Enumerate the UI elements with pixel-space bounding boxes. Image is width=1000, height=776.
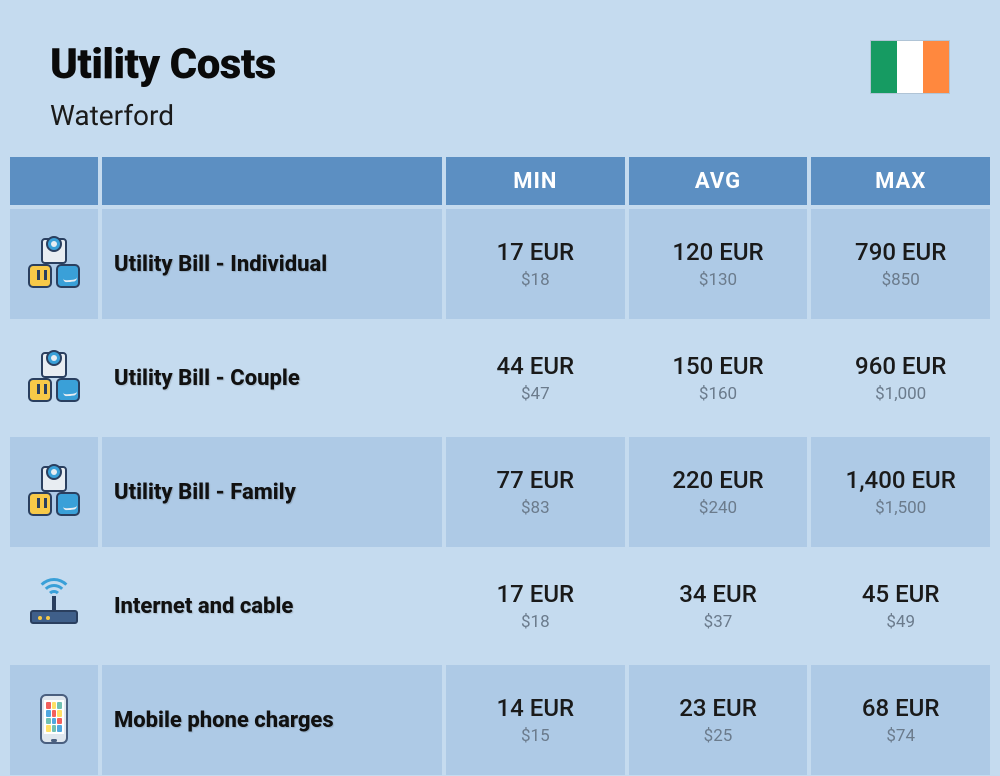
max-eur: 790 EUR (855, 238, 946, 266)
header-spacer-label (102, 157, 442, 205)
cell-min: 14 EUR $15 (446, 665, 625, 775)
ireland-flag-icon (870, 40, 950, 94)
avg-eur: 23 EUR (679, 694, 757, 722)
cell-avg: 220 EUR $240 (629, 437, 808, 547)
cell-avg: 150 EUR $160 (629, 323, 808, 433)
table-row: Mobile phone charges 14 EUR $15 23 EUR $… (10, 665, 990, 775)
row-label-cell: Utility Bill - Family (102, 437, 442, 547)
min-eur: 77 EUR (497, 466, 575, 494)
header-spacer-icon (10, 157, 98, 205)
min-eur: 14 EUR (497, 694, 575, 722)
utility-icon (26, 464, 82, 520)
row-label: Internet and cable (114, 594, 293, 619)
row-label-cell: Internet and cable (102, 551, 442, 661)
max-usd: $1,500 (875, 498, 926, 518)
row-icon-cell (10, 551, 98, 661)
min-usd: $47 (521, 384, 550, 404)
max-eur: 960 EUR (855, 352, 946, 380)
row-icon-cell (10, 665, 98, 775)
cell-min: 77 EUR $83 (446, 437, 625, 547)
col-header-max: MAX (811, 157, 990, 205)
phone-icon (26, 692, 82, 748)
cell-avg: 34 EUR $37 (629, 551, 808, 661)
avg-usd: $240 (699, 498, 737, 518)
avg-eur: 34 EUR (679, 580, 757, 608)
min-usd: $15 (521, 726, 550, 746)
row-label-cell: Utility Bill - Couple (102, 323, 442, 433)
cell-avg: 23 EUR $25 (629, 665, 808, 775)
row-label-cell: Utility Bill - Individual (102, 209, 442, 319)
cell-max: 960 EUR $1,000 (811, 323, 990, 433)
max-usd: $49 (886, 612, 915, 632)
router-icon (26, 578, 82, 634)
cell-max: 45 EUR $49 (811, 551, 990, 661)
table-row: Internet and cable 17 EUR $18 34 EUR $37… (10, 551, 990, 661)
max-eur: 1,400 EUR (846, 466, 956, 494)
cost-table: MIN AVG MAX Utility Bill - Individual 17… (0, 157, 1000, 775)
avg-usd: $25 (704, 726, 733, 746)
min-usd: $83 (521, 498, 550, 518)
row-icon-cell (10, 437, 98, 547)
min-eur: 17 EUR (497, 238, 575, 266)
max-usd: $74 (886, 726, 915, 746)
row-icon-cell (10, 323, 98, 433)
avg-usd: $160 (699, 384, 737, 404)
table-row: Utility Bill - Family 77 EUR $83 220 EUR… (10, 437, 990, 547)
cell-min: 17 EUR $18 (446, 551, 625, 661)
max-usd: $1,000 (875, 384, 926, 404)
min-usd: $18 (521, 612, 550, 632)
avg-eur: 150 EUR (672, 352, 763, 380)
avg-eur: 120 EUR (672, 238, 763, 266)
col-header-min: MIN (446, 157, 625, 205)
row-label: Utility Bill - Family (114, 480, 296, 505)
cell-max: 1,400 EUR $1,500 (811, 437, 990, 547)
page-subtitle: Waterford (50, 99, 276, 132)
avg-eur: 220 EUR (672, 466, 763, 494)
col-header-avg: AVG (629, 157, 808, 205)
row-label-cell: Mobile phone charges (102, 665, 442, 775)
min-usd: $18 (521, 270, 550, 290)
max-eur: 68 EUR (862, 694, 940, 722)
cell-max: 790 EUR $850 (811, 209, 990, 319)
flag-stripe-green (871, 41, 897, 93)
row-icon-cell (10, 209, 98, 319)
header: Utility Costs Waterford (0, 0, 1000, 157)
table-header-row: MIN AVG MAX (10, 157, 990, 205)
row-label: Mobile phone charges (114, 708, 334, 733)
cell-min: 17 EUR $18 (446, 209, 625, 319)
min-eur: 17 EUR (497, 580, 575, 608)
title-block: Utility Costs Waterford (50, 40, 276, 132)
flag-stripe-orange (923, 41, 949, 93)
flag-stripe-white (897, 41, 923, 93)
row-label: Utility Bill - Individual (114, 252, 327, 277)
page-title: Utility Costs (50, 40, 276, 89)
table-row: Utility Bill - Couple 44 EUR $47 150 EUR… (10, 323, 990, 433)
max-usd: $850 (882, 270, 920, 290)
avg-usd: $37 (704, 612, 733, 632)
min-eur: 44 EUR (497, 352, 575, 380)
table-row: Utility Bill - Individual 17 EUR $18 120… (10, 209, 990, 319)
row-label: Utility Bill - Couple (114, 366, 300, 391)
cell-avg: 120 EUR $130 (629, 209, 808, 319)
avg-usd: $130 (699, 270, 737, 290)
cell-max: 68 EUR $74 (811, 665, 990, 775)
max-eur: 45 EUR (862, 580, 940, 608)
cell-min: 44 EUR $47 (446, 323, 625, 433)
utility-icon (26, 350, 82, 406)
utility-icon (26, 236, 82, 292)
